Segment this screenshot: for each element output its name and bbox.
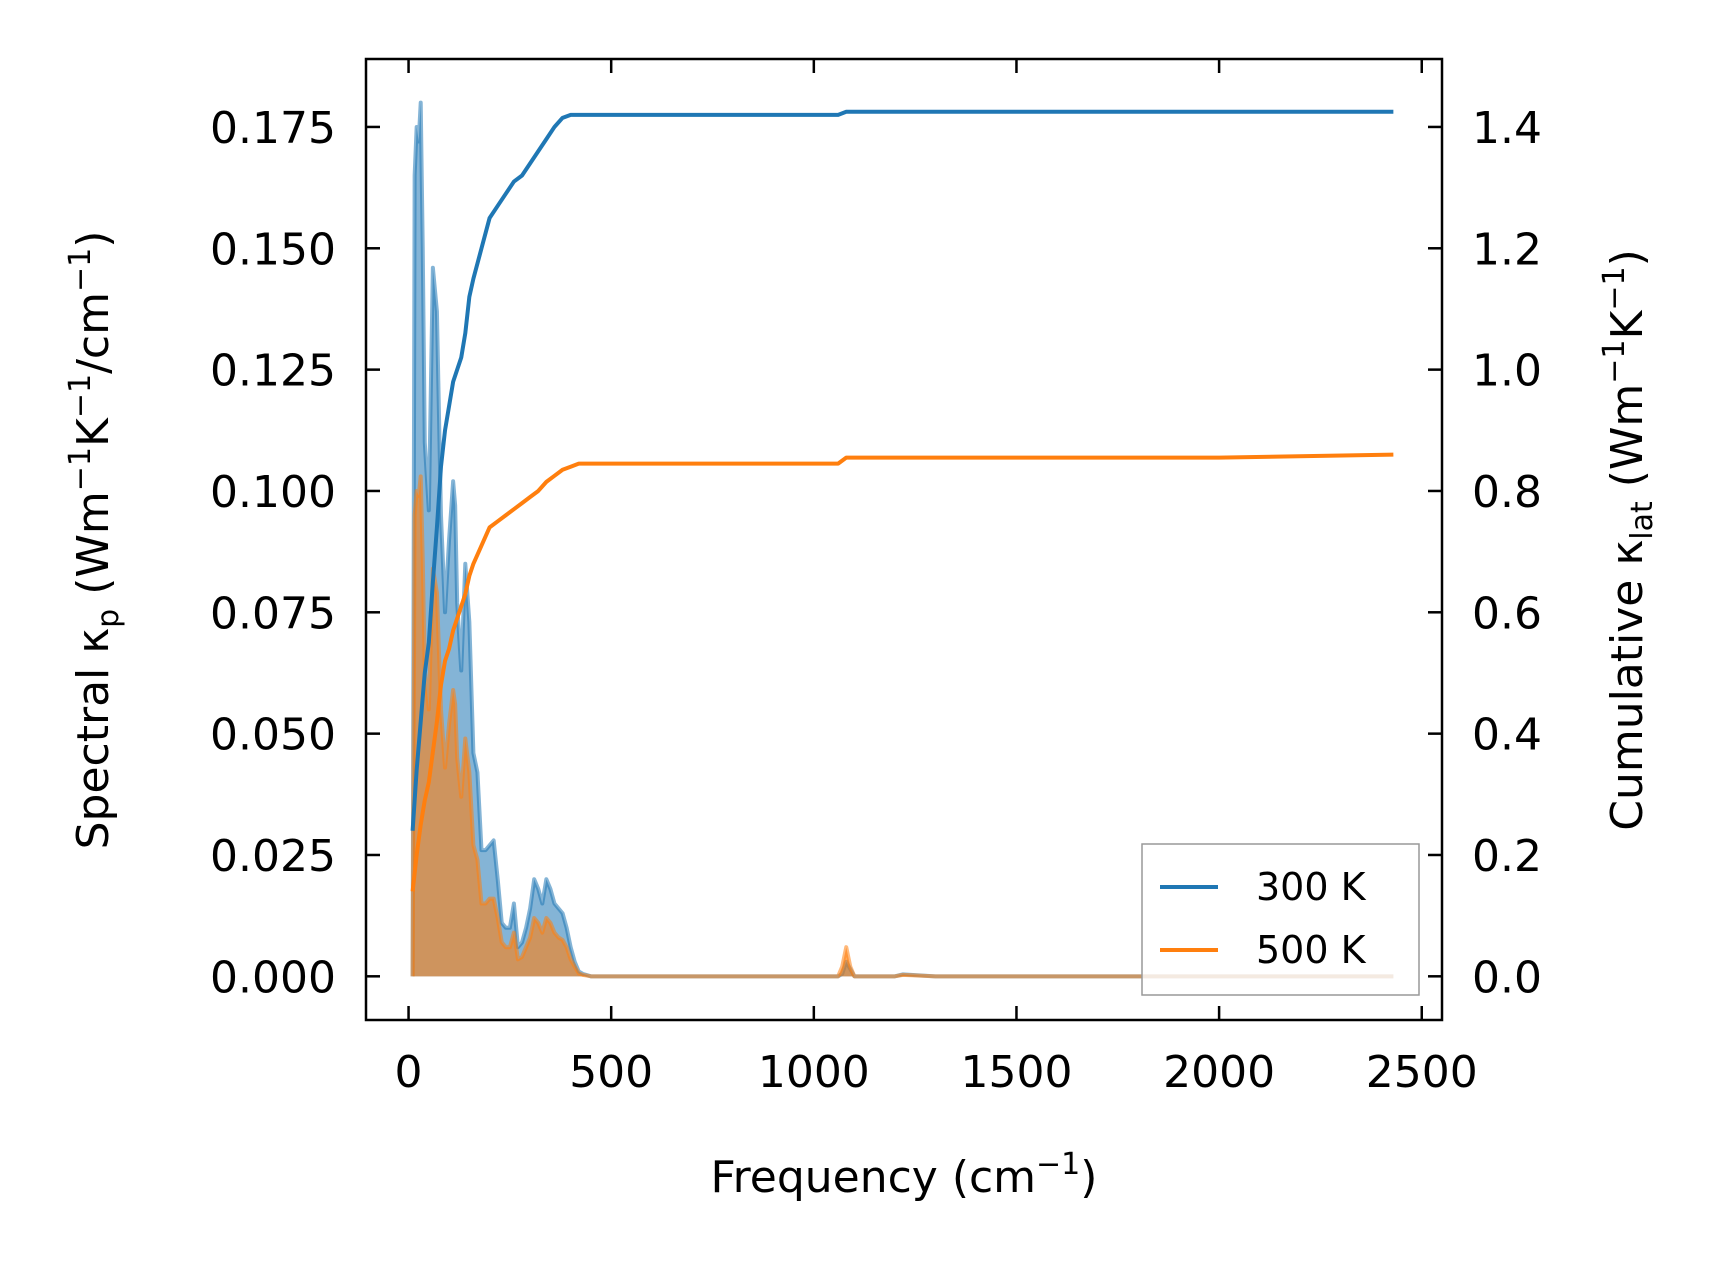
x-axis-label: Frequency (cm−1) xyxy=(711,1147,1098,1203)
y-axis-left-label: Spectral κp (Wm−1K−1/cm−1) xyxy=(63,231,126,850)
y-axis-right-label: Cumulative κlat (Wm−1K−1) xyxy=(1597,249,1660,831)
y-left-tick-label: 0.150 xyxy=(210,224,336,275)
y-left-tick-label: 0.075 xyxy=(210,588,336,639)
y-left-tick-label: 0.100 xyxy=(210,467,336,518)
y-left-tick-label: 0.175 xyxy=(210,103,336,154)
y-left-tick-label: 0.125 xyxy=(210,346,336,397)
legend: 300 K 500 K xyxy=(1141,843,1420,996)
cumulative-line-500k xyxy=(410,452,1394,892)
y-left-tick-label: 0.025 xyxy=(210,831,336,882)
plot-frame xyxy=(364,57,1444,1022)
spectral-fills xyxy=(410,100,1394,979)
x-tick-label: 2000 xyxy=(1163,1047,1275,1098)
y-right-tick-label: 1.2 xyxy=(1472,224,1542,275)
x-tick-label: 0 xyxy=(395,1047,423,1098)
legend-label-500: 500 K xyxy=(1256,928,1367,972)
y-right-tick-label: 0.2 xyxy=(1472,831,1542,882)
y-right-tick-label: 0.6 xyxy=(1472,588,1542,639)
series-lines xyxy=(410,109,1394,892)
x-tick-label: 500 xyxy=(569,1047,653,1098)
spectral-line-500k xyxy=(410,474,1394,979)
x-tick-label: 1500 xyxy=(960,1047,1072,1098)
y-right-tick-label: 0.8 xyxy=(1472,467,1542,518)
cumulative-line-300k xyxy=(410,109,1394,831)
y-left-tick-label: 0.000 xyxy=(210,952,336,1003)
legend-label-300: 300 K xyxy=(1256,865,1367,909)
y-right-tick-label: 0.4 xyxy=(1472,710,1542,761)
x-tick-label: 2500 xyxy=(1366,1047,1478,1098)
axis-ticks xyxy=(366,59,1442,1020)
x-tick-label: 1000 xyxy=(758,1047,870,1098)
y-right-tick-label: 1.4 xyxy=(1472,103,1542,154)
y-right-tick-label: 1.0 xyxy=(1472,346,1542,397)
legend-box xyxy=(1141,843,1420,996)
tick-labels: 0 500 1000 1500 2000 2500 0.000 0.025 0.050 0.075… xyxy=(210,103,1542,1098)
y-right-tick-label: 0.0 xyxy=(1472,952,1542,1003)
y-left-tick-label: 0.050 xyxy=(210,710,336,761)
